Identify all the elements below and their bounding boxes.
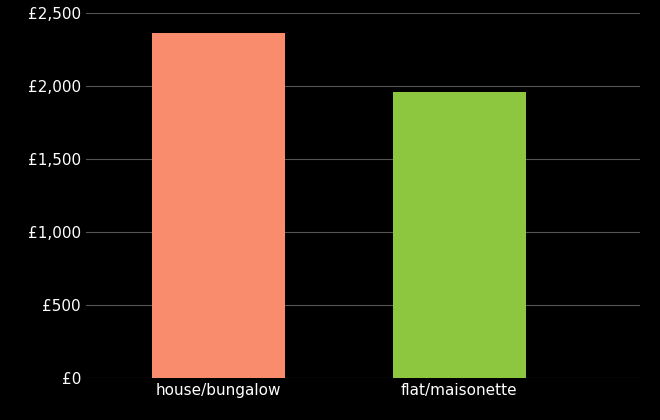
Bar xyxy=(393,92,526,378)
Bar xyxy=(152,33,284,378)
